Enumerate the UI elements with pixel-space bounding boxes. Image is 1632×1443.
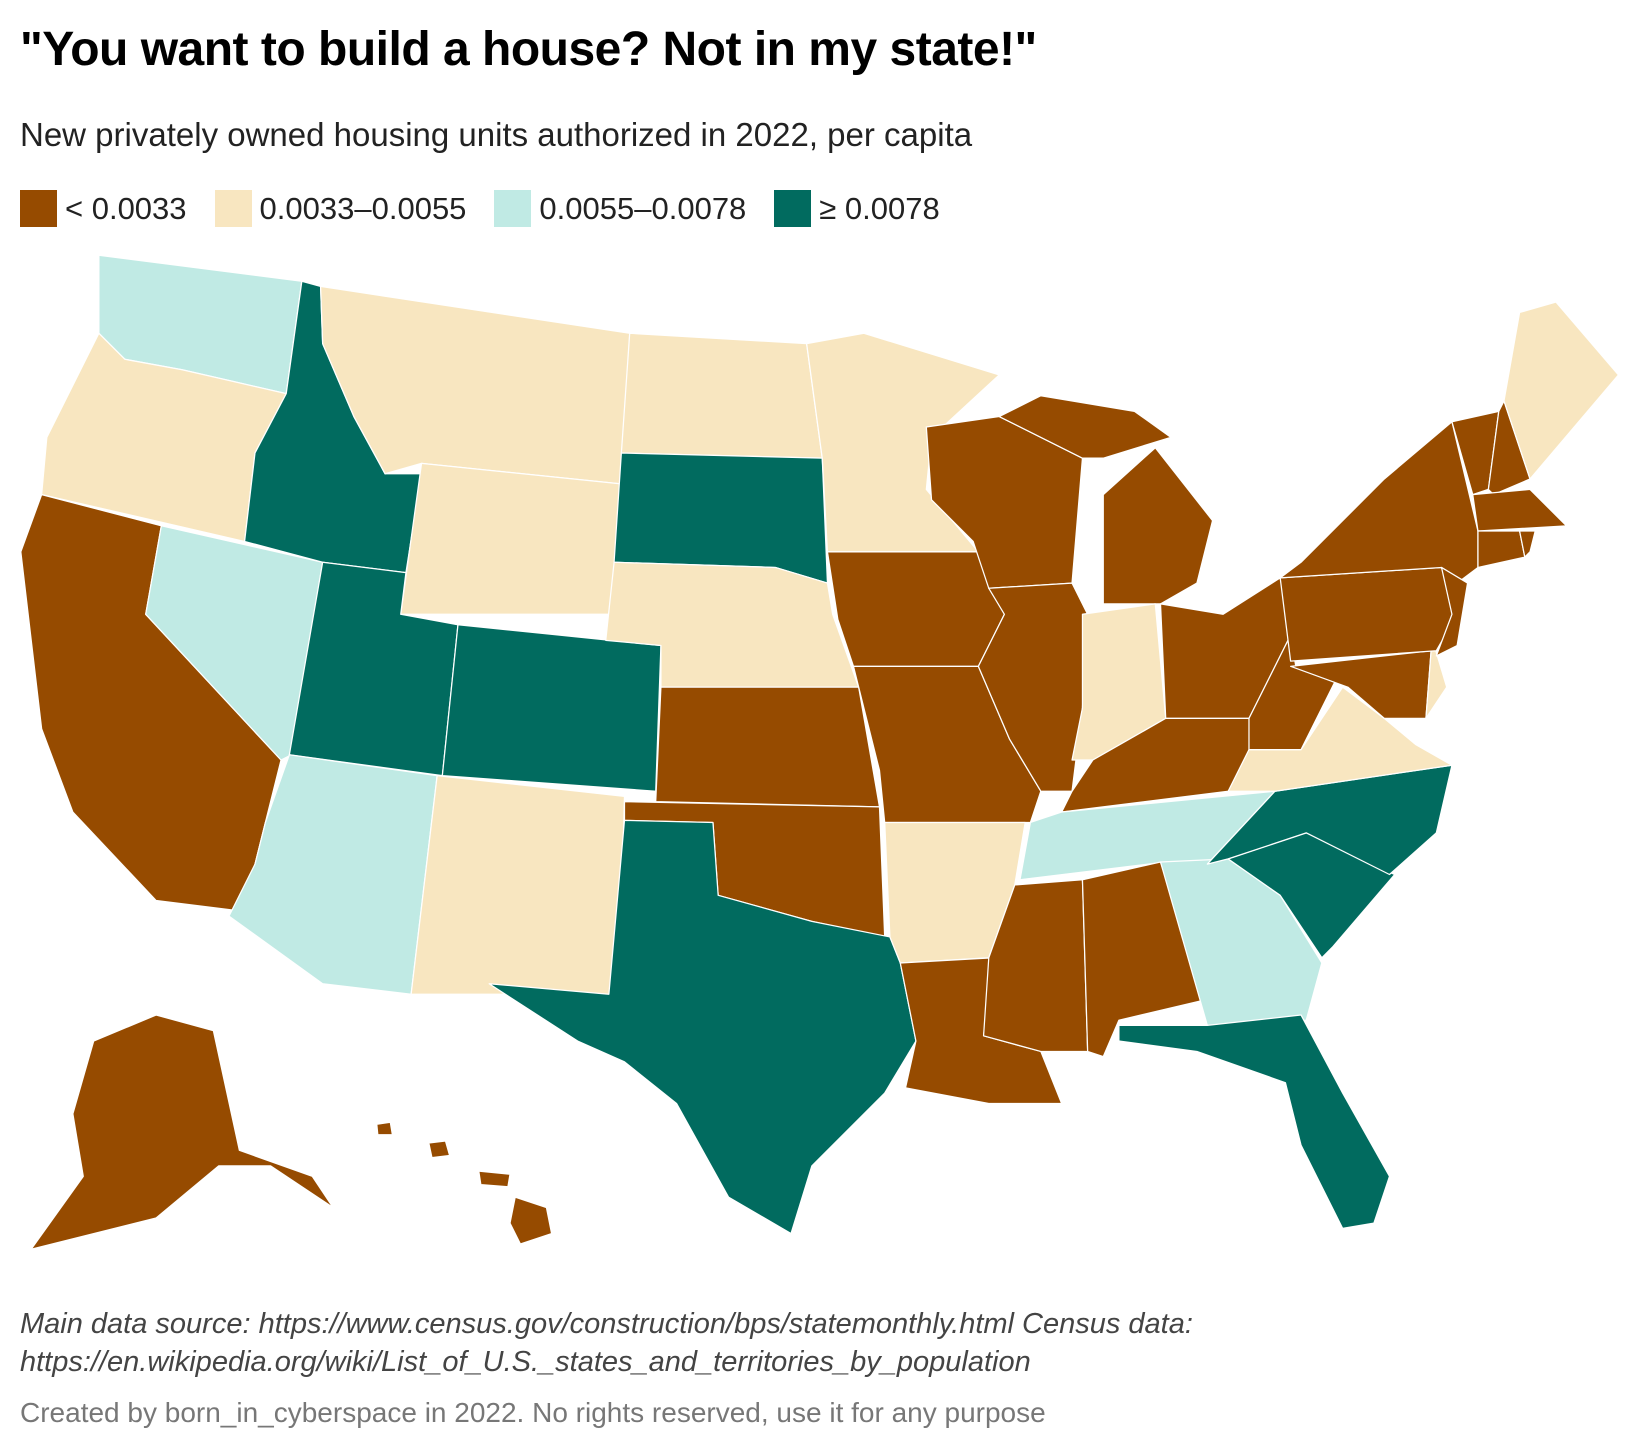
legend-swatch <box>20 190 57 227</box>
state-shape <box>655 686 881 808</box>
state-tx <box>488 819 917 1235</box>
state-ks <box>655 686 881 808</box>
state-shape <box>806 332 1000 553</box>
legend: < 0.0033 0.0033–0.0055 0.0055–0.0078 ≥ 0… <box>20 190 940 227</box>
state-hi <box>376 1121 553 1245</box>
state-shape <box>1102 447 1214 605</box>
state-shape <box>30 1014 334 1250</box>
state-shape <box>1477 530 1526 569</box>
chart-subtitle: New privately owned housing units author… <box>20 116 973 153</box>
state-shape <box>1435 566 1469 657</box>
state-shape <box>509 1196 553 1245</box>
state-shape <box>1487 400 1531 496</box>
state-ia <box>826 551 1006 667</box>
state-shape <box>1518 530 1536 558</box>
state-shape <box>400 462 626 615</box>
legend-label: 0.0055–0.0078 <box>539 190 747 226</box>
legend-item: 0.0033–0.0055 <box>214 190 467 227</box>
state-ma <box>1472 488 1568 532</box>
state-shape <box>998 395 1172 459</box>
credit-note: Created by born_in_cyberspace in 2022. N… <box>20 1397 1046 1428</box>
state-shape <box>145 525 324 761</box>
state-shape <box>410 774 626 995</box>
legend-item: ≥ 0.0078 <box>774 190 940 227</box>
state-shape <box>620 332 823 459</box>
state-nh <box>1487 400 1531 496</box>
state-shape <box>1279 421 1479 584</box>
legend-swatch <box>494 190 532 227</box>
legend-label: < 0.0033 <box>65 190 187 226</box>
chart-title: "You want to build a house? Not in my st… <box>20 23 1037 76</box>
state-shape <box>1279 566 1458 662</box>
state-il <box>977 582 1089 792</box>
state-pa <box>1279 566 1458 662</box>
state-mi <box>998 395 1214 605</box>
state-shape <box>428 1140 451 1159</box>
state-nv <box>145 525 324 761</box>
state-co <box>441 624 662 792</box>
state-ct <box>1477 530 1526 569</box>
state-shape <box>977 582 1089 792</box>
state-shape <box>488 819 917 1235</box>
data-source-note: Main data source: https://www.census.gov… <box>20 1308 1193 1378</box>
legend-item: < 0.0033 <box>20 190 187 227</box>
state-nd <box>620 332 823 459</box>
state-ak <box>30 1014 334 1250</box>
state-shape <box>1503 301 1620 480</box>
state-shape <box>826 551 1006 667</box>
state-nj <box>1435 566 1469 657</box>
state-shape <box>376 1121 394 1136</box>
state-ri <box>1518 530 1536 558</box>
state-shape <box>1472 488 1568 532</box>
state-fl <box>1118 1014 1391 1230</box>
legend-item: 0.0055–0.0078 <box>494 190 746 227</box>
state-me <box>1503 301 1620 480</box>
state-shape <box>1118 1014 1391 1230</box>
state-wy <box>400 462 626 615</box>
legend-swatch <box>214 190 252 227</box>
state-ny <box>1279 421 1479 584</box>
legend-label: ≥ 0.0078 <box>819 190 940 226</box>
state-shape <box>478 1170 511 1188</box>
legend-label: 0.0033–0.0055 <box>259 190 467 226</box>
state-mn <box>806 332 1000 553</box>
state-nm <box>410 774 626 995</box>
legend-swatch <box>774 190 812 227</box>
state-shape <box>441 624 662 792</box>
